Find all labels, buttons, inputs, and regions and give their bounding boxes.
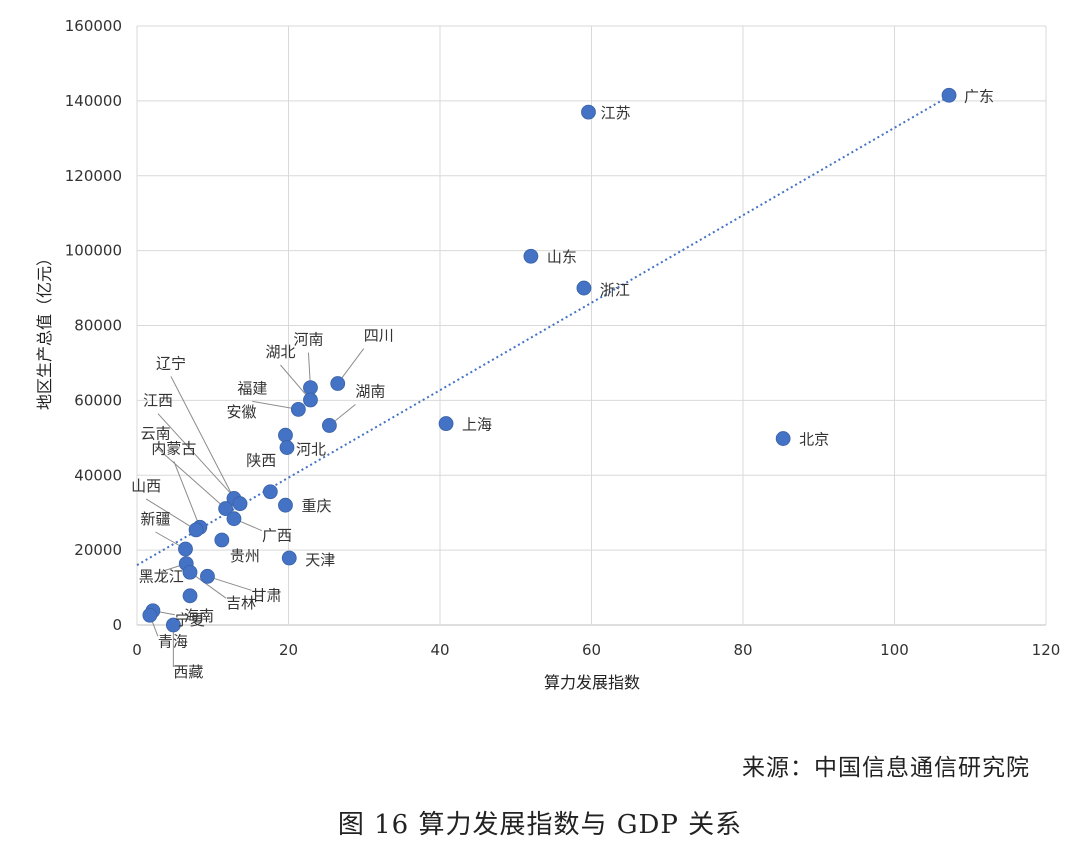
y-tick-label: 20000: [74, 541, 122, 559]
point-label: 新疆: [140, 510, 170, 528]
data-point: [200, 568, 215, 584]
data-point: [278, 497, 293, 513]
point-label: 四川: [364, 327, 394, 345]
y-tick-label: 0: [112, 616, 122, 634]
point-label: 江苏: [600, 104, 630, 122]
data-point: [232, 496, 248, 512]
point-label: 湖北: [265, 343, 295, 361]
leader-line: [145, 498, 197, 531]
y-tick-label: 100000: [65, 242, 122, 260]
x-tick-label: 0: [132, 641, 142, 659]
point-label: 湖南: [355, 382, 385, 400]
data-point: [281, 550, 297, 566]
tick-labels: 0 20000 40000 60000 80000 100000 120000 140000 1…: [65, 17, 1061, 659]
point-label: 北京: [799, 431, 829, 449]
point-label: 陕西: [246, 452, 276, 470]
data-point: [576, 280, 592, 296]
point-label: 云南: [141, 425, 171, 443]
y-tick-label: 120000: [65, 167, 122, 185]
data-point: [218, 501, 234, 516]
x-axis-title: 算力发展指数: [544, 673, 640, 692]
leader-line: [189, 571, 227, 599]
x-tick-label: 80: [733, 641, 752, 659]
data-point: [322, 418, 337, 433]
data-point: [279, 440, 295, 455]
point-label: 福建: [237, 379, 267, 397]
data-point: [523, 248, 539, 264]
point-label: 安徽: [226, 403, 256, 421]
grid-lines: [136, 25, 1047, 626]
point-label: 青海: [158, 632, 188, 650]
leader-line: [155, 446, 226, 509]
y-tick-label: 80000: [74, 317, 122, 335]
data-point: [438, 416, 454, 431]
data-point: [178, 541, 193, 557]
point-label: 浙江: [600, 281, 630, 299]
point-label: 江西: [143, 392, 173, 410]
point-label: 广西: [262, 527, 292, 545]
x-tick-label: 20: [279, 641, 298, 659]
x-tick-label: 120: [1032, 641, 1061, 659]
data-point: [941, 87, 957, 103]
point-label: 内蒙古: [151, 439, 196, 457]
data-point: [182, 588, 198, 604]
point-label: 黑龙江: [139, 568, 184, 586]
point-label: 海南: [184, 607, 214, 625]
point-label: 上海: [462, 416, 492, 434]
point-label: 辽宁: [156, 354, 186, 372]
point-label: 重庆: [301, 497, 331, 515]
point-label: 河北: [296, 441, 326, 459]
figure-caption: 图 16 算力发展指数与 GDP 关系: [337, 810, 743, 840]
data-points: [142, 87, 957, 633]
data-point: [214, 532, 230, 548]
point-label: 宁夏: [175, 611, 205, 629]
leader-line: [207, 575, 252, 591]
point-label: 山西: [131, 477, 161, 495]
x-tick-label: 40: [430, 641, 449, 659]
leader-line: [173, 461, 201, 528]
trendline: [136, 96, 949, 566]
scatter-chart: 0 20000 40000 60000 80000 100000 120000 140000 1…: [35, 17, 1061, 692]
data-point: [165, 617, 181, 633]
y-tick-label: 60000: [74, 391, 122, 409]
data-point: [330, 376, 346, 391]
data-point: [290, 401, 306, 417]
y-tick-label: 160000: [65, 17, 122, 35]
point-label: 西藏: [173, 663, 203, 681]
source-note: 来源：中国信息通信研究院: [742, 755, 1030, 781]
data-point: [142, 607, 158, 623]
point-label: 天津: [305, 551, 335, 569]
y-tick-label: 40000: [74, 466, 122, 484]
y-axis-title: 地区生产总值（亿元）: [35, 250, 54, 410]
data-point: [262, 484, 278, 500]
point-label: 河南: [293, 331, 323, 349]
leader-line: [157, 413, 241, 505]
leader-line: [170, 376, 235, 499]
y-tick-label: 140000: [65, 92, 122, 110]
point-label: 山东: [547, 248, 577, 266]
x-tick-label: 100: [880, 641, 909, 659]
data-point: [182, 564, 198, 580]
label-leader-lines: [145, 348, 365, 667]
data-point: [303, 392, 318, 408]
point-label: 吉林: [226, 594, 256, 612]
data-point: [226, 511, 242, 527]
leader-line: [280, 364, 311, 401]
point-label: 广东: [964, 87, 994, 105]
point-label: 甘肃: [251, 586, 281, 604]
data-point: [581, 104, 596, 120]
data-point: [278, 427, 293, 443]
leader-line: [252, 400, 299, 410]
point-label: 贵州: [230, 547, 260, 565]
x-tick-label: 60: [582, 641, 601, 659]
data-point: [188, 522, 204, 538]
data-point: [303, 380, 318, 396]
data-point: [775, 431, 791, 446]
